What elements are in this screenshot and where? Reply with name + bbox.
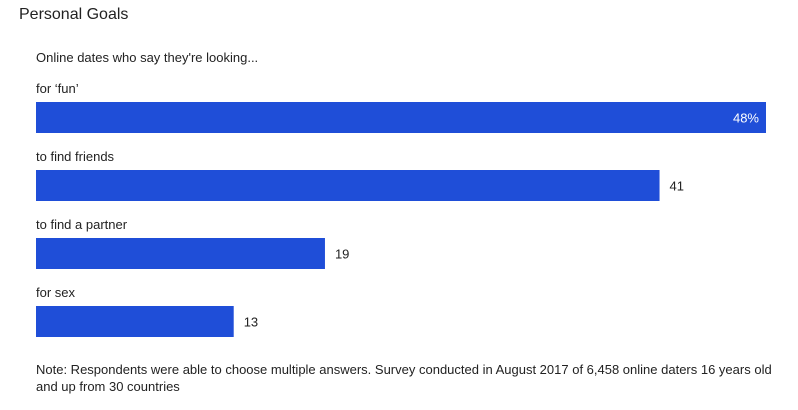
chart-subtitle: Online dates who say they're looking... [36,50,259,65]
value-label: 19 [335,247,349,262]
value-label: 41 [670,179,684,194]
value-label: 13 [244,315,258,330]
bar [36,306,234,337]
chart-title: Personal Goals [19,6,129,23]
value-label: 48% [733,111,759,126]
chart-note: Note: Respondents were able to choose mu… [36,362,772,394]
category-label: for sex [36,285,76,300]
bar [36,102,766,133]
bar [36,238,325,269]
category-label: for ‘fun’ [36,81,79,96]
bar [36,170,660,201]
category-label: to find a partner [36,217,128,232]
bar-chart: for ‘fun’ 48% to find friends 41 to find a p… [36,81,766,337]
category-label: to find friends [36,149,115,164]
